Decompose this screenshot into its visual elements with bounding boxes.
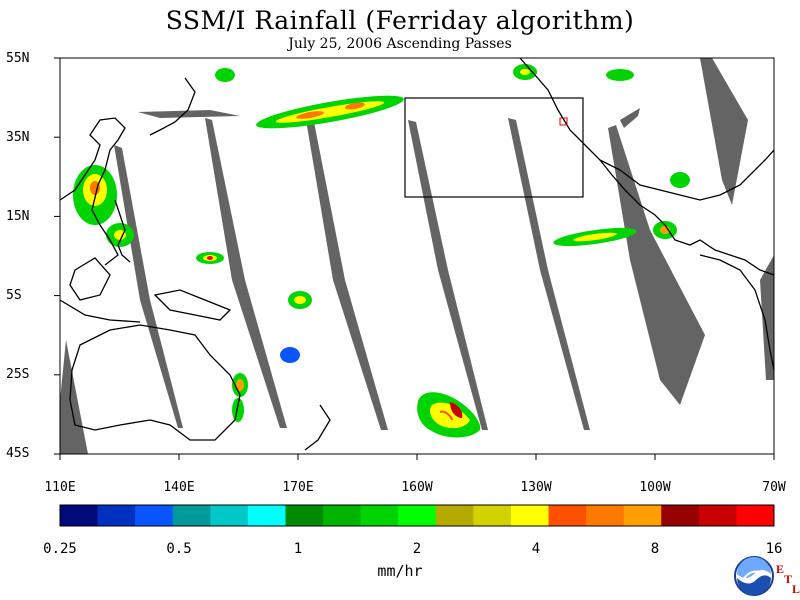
colorbar-segment [736,505,775,526]
lon-label-100w: 100W [639,480,671,495]
colorbar-segment [623,505,662,526]
colorbar-segment [661,505,700,526]
swath-gap [620,108,640,128]
rain-area-asia [114,230,126,240]
swath-gap [306,120,388,430]
coastline-borneo [69,257,111,301]
colorbar-label: 4 [531,541,541,557]
colorbar-segment [97,505,136,526]
colorbar-segment [435,505,474,526]
etl-mark-t: T [784,572,793,586]
analysis-region-box [404,97,584,198]
lon-label-110e: 110E [44,480,76,495]
lat-label-25s: 25S [6,367,30,382]
swath-gap [138,110,240,118]
lat-label-15n: 15N [6,209,30,224]
lon-label-130w: 130W [520,480,552,495]
colorbar-segment [285,505,324,526]
colorbar [59,504,775,527]
station-marker-box [559,117,568,126]
rain-band-north-pacific [345,102,365,110]
swath-gap [114,145,183,428]
lat-label-5s: 5S [6,288,22,303]
rain-area-north-america [670,172,690,188]
colorbar-segment [473,505,512,526]
colorbar-label: 16 [765,541,783,557]
coastline-australia [69,324,241,441]
colorbar-segment [510,505,550,526]
colorbar-label: 1 [293,541,303,557]
colorbar-segment [135,505,174,526]
coastline-new-zealand [304,404,331,451]
rain-area-tasman [236,379,244,391]
colorbar-segment [548,505,587,526]
swath-gap [205,118,287,428]
rain-area-north-america [606,69,634,81]
rain-area-intertropical [573,232,617,242]
swath-gap [508,118,590,430]
swath-gap [700,58,748,205]
coastline-philippines [114,199,131,263]
rain-area-tasman [232,398,244,422]
colorbar-label: 2 [412,541,422,557]
noaa-logo [734,556,774,596]
colorbar-label: 0.5 [166,541,192,557]
rain-area-north-america [520,69,530,75]
colorbar-segment [172,505,211,526]
coastline-new-guinea [153,289,232,321]
lon-label-170e: 170E [282,480,314,495]
rain-area-storm-hook [439,410,453,421]
colorbar-segment [586,505,625,526]
lat-label-55n: 55N [6,51,30,66]
etl-mark-l: L [792,582,800,596]
swath-gap [760,255,774,380]
colorbar-segment [60,505,99,526]
colorbar-segment [247,505,286,526]
colorbar-frame [59,504,775,527]
coastline-mexico-gulf [599,149,774,201]
swath-gaps [60,58,774,454]
coastline-east-asia [60,117,126,266]
colorbar-segment [398,505,437,526]
colorbar-segment [360,505,399,526]
colorbar-segment [323,505,362,526]
colorbar-segment [698,505,737,526]
rain-area-philippine-sea [207,256,213,260]
colorbar-segment [210,505,249,526]
rain-band-north-pacific [296,111,324,119]
lat-label-35n: 35N [6,130,30,145]
colorbar-label: 8 [650,541,660,557]
rain-area-asia [90,181,100,195]
coastline-north-america [519,58,774,276]
map-title: SSM/I Rainfall (Ferriday algorithm) [165,6,635,35]
coastline-south-america [699,254,774,371]
etl-mark-e: E [776,562,785,576]
lon-label-160w: 160W [401,480,433,495]
coastline-sumatra-java [60,299,141,323]
colorbar-units: mm/hr [377,562,423,580]
rain-area-coral-sea [294,296,306,304]
lon-label-70w: 70W [762,480,786,495]
rain-area-coral-sea [280,347,300,363]
rain-area-north-america [215,68,235,82]
coastlines [60,58,774,451]
rain-area-storm-hook [450,402,463,418]
map-subtitle: July 25, 2006 Ascending Passes [288,36,512,52]
swath-gap [608,125,705,405]
lon-label-140e: 140E [163,480,195,495]
swath-gap [60,340,88,454]
colorbar-label: 0.25 [43,541,77,557]
lat-label-45s: 45S [6,446,30,461]
axis-ticks [54,57,775,460]
coastline-japan [149,77,196,136]
